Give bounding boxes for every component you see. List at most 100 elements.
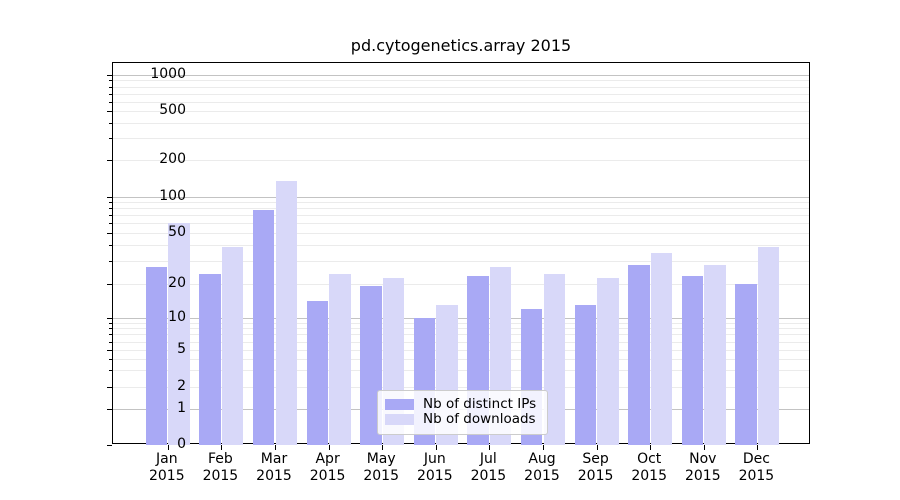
ytick-label-5: 5 <box>177 341 186 357</box>
xtick-jul <box>489 445 491 450</box>
xtick-jan <box>167 445 169 450</box>
gridline-minor-2 <box>113 386 809 388</box>
legend-item-downloads: Nb of downloads <box>385 412 539 427</box>
xtick-label-jan: Jan 2015 <box>148 451 185 484</box>
ytick-200 <box>107 160 112 161</box>
xtick-label-may: May 2015 <box>363 451 400 484</box>
bar-distinct-ips-mar <box>253 209 275 445</box>
ytick-label-200: 200 <box>159 151 186 167</box>
bar-downloads-jan <box>168 223 190 445</box>
xtick-feb <box>221 445 223 450</box>
gridline-minor-7 <box>113 334 809 336</box>
ytick-20 <box>107 283 112 285</box>
gridline-minor-5 <box>113 350 809 351</box>
bar-distinct-ips-nov <box>681 275 704 445</box>
ytick-label-10: 10 <box>168 308 186 325</box>
bar-downloads-aug <box>543 273 565 445</box>
gridline-major-100 <box>113 196 809 198</box>
ytick-minor-80 <box>109 208 112 210</box>
xtick-label-aug: Aug 2015 <box>524 451 560 484</box>
gridline-minor-60 <box>113 223 809 225</box>
ytick-label-100: 100 <box>159 187 186 204</box>
ytick-minor-300 <box>109 138 112 140</box>
ytick-label-0: 0 <box>177 436 186 452</box>
plot-area <box>107 62 810 450</box>
ytick-50 <box>107 233 112 234</box>
xtick-nov <box>703 445 705 450</box>
bar-distinct-ips-sep <box>574 304 596 445</box>
legend-swatch-downloads <box>385 414 414 425</box>
xtick-aug <box>543 445 544 450</box>
gridline-minor-9 <box>113 322 809 324</box>
ytick-minor-600 <box>109 101 112 103</box>
gridline-major-10 <box>113 317 809 319</box>
gridline-minor-20 <box>113 283 809 285</box>
gridline-minor-3 <box>113 370 809 372</box>
ytick-label-1000: 1000 <box>150 66 186 82</box>
bar-downloads-nov <box>704 265 726 445</box>
ytick-500 <box>107 111 112 112</box>
gridline-major-1000 <box>113 75 809 76</box>
ytick-label-20: 20 <box>168 274 186 291</box>
xtick-label-apr: Apr 2015 <box>309 451 346 484</box>
xtick-label-feb: Feb 2015 <box>202 451 239 484</box>
bar-downloads-apr <box>329 273 351 445</box>
gridline-minor-900 <box>113 80 809 82</box>
gridline-minor-800 <box>113 86 809 88</box>
xtick-jun <box>435 445 437 450</box>
bar-distinct-ips-feb <box>199 273 221 445</box>
xtick-sep <box>596 445 598 450</box>
ytick-minor-3 <box>109 370 112 372</box>
ytick-minor-30 <box>109 261 112 263</box>
ytick-10 <box>107 317 112 319</box>
gridline-minor-40 <box>113 245 809 247</box>
gridline-minor-700 <box>113 93 809 95</box>
ytick-1000 <box>107 75 112 76</box>
gridline-minor-50 <box>113 233 809 234</box>
gridline-minor-30 <box>113 261 809 263</box>
bar-downloads-mar <box>275 181 297 445</box>
ytick-minor-400 <box>109 122 112 124</box>
gridline-minor-600 <box>113 101 809 103</box>
legend-item-distinct-ips: Nb of distinct IPs <box>385 397 539 412</box>
xtick-oct <box>650 445 652 450</box>
ytick-label-50: 50 <box>168 224 186 240</box>
ytick-minor-8 <box>109 328 112 330</box>
gridline-minor-90 <box>113 202 809 204</box>
ytick-0 <box>107 445 112 446</box>
xtick-mar <box>275 445 276 450</box>
gridline-minor-400 <box>113 122 809 124</box>
gridline-minor-8 <box>113 328 809 330</box>
ytick-5 <box>107 350 112 351</box>
ytick-minor-70 <box>109 215 112 217</box>
ytick-minor-7 <box>109 334 112 336</box>
bar-distinct-ips-dec <box>735 283 757 445</box>
ytick-100 <box>107 196 112 198</box>
bar-distinct-ips-oct <box>628 265 650 445</box>
gridline-minor-4 <box>113 358 809 360</box>
xtick-apr <box>328 445 330 450</box>
xtick-label-mar: Mar 2015 <box>256 451 292 484</box>
ytick-minor-90 <box>109 202 112 204</box>
ytick-minor-40 <box>109 245 112 247</box>
xtick-label-nov: Nov 2015 <box>684 451 721 484</box>
legend-label-distinct-ips: Nb of distinct IPs <box>423 396 537 412</box>
chart-title: pd.cytogenetics.array 2015 <box>350 36 572 55</box>
ytick-minor-60 <box>109 223 112 225</box>
ytick-minor-6 <box>109 341 112 343</box>
ytick-minor-9 <box>109 322 112 324</box>
xtick-may <box>382 445 384 450</box>
gridline-minor-6 <box>113 341 809 343</box>
bar-downloads-oct <box>650 252 673 445</box>
bar-downloads-feb <box>222 246 244 445</box>
legend-swatch-distinct-ips <box>385 399 414 410</box>
gridline-minor-300 <box>113 138 809 140</box>
bar-distinct-ips-jan <box>145 267 168 445</box>
xtick-label-jul: Jul 2015 <box>470 451 507 484</box>
ytick-minor-4 <box>109 358 112 360</box>
xtick-label-jun: Jun 2015 <box>416 451 453 484</box>
ytick-label-500: 500 <box>159 102 186 118</box>
ytick-1 <box>107 408 112 410</box>
legend-label-downloads: Nb of downloads <box>423 411 536 427</box>
